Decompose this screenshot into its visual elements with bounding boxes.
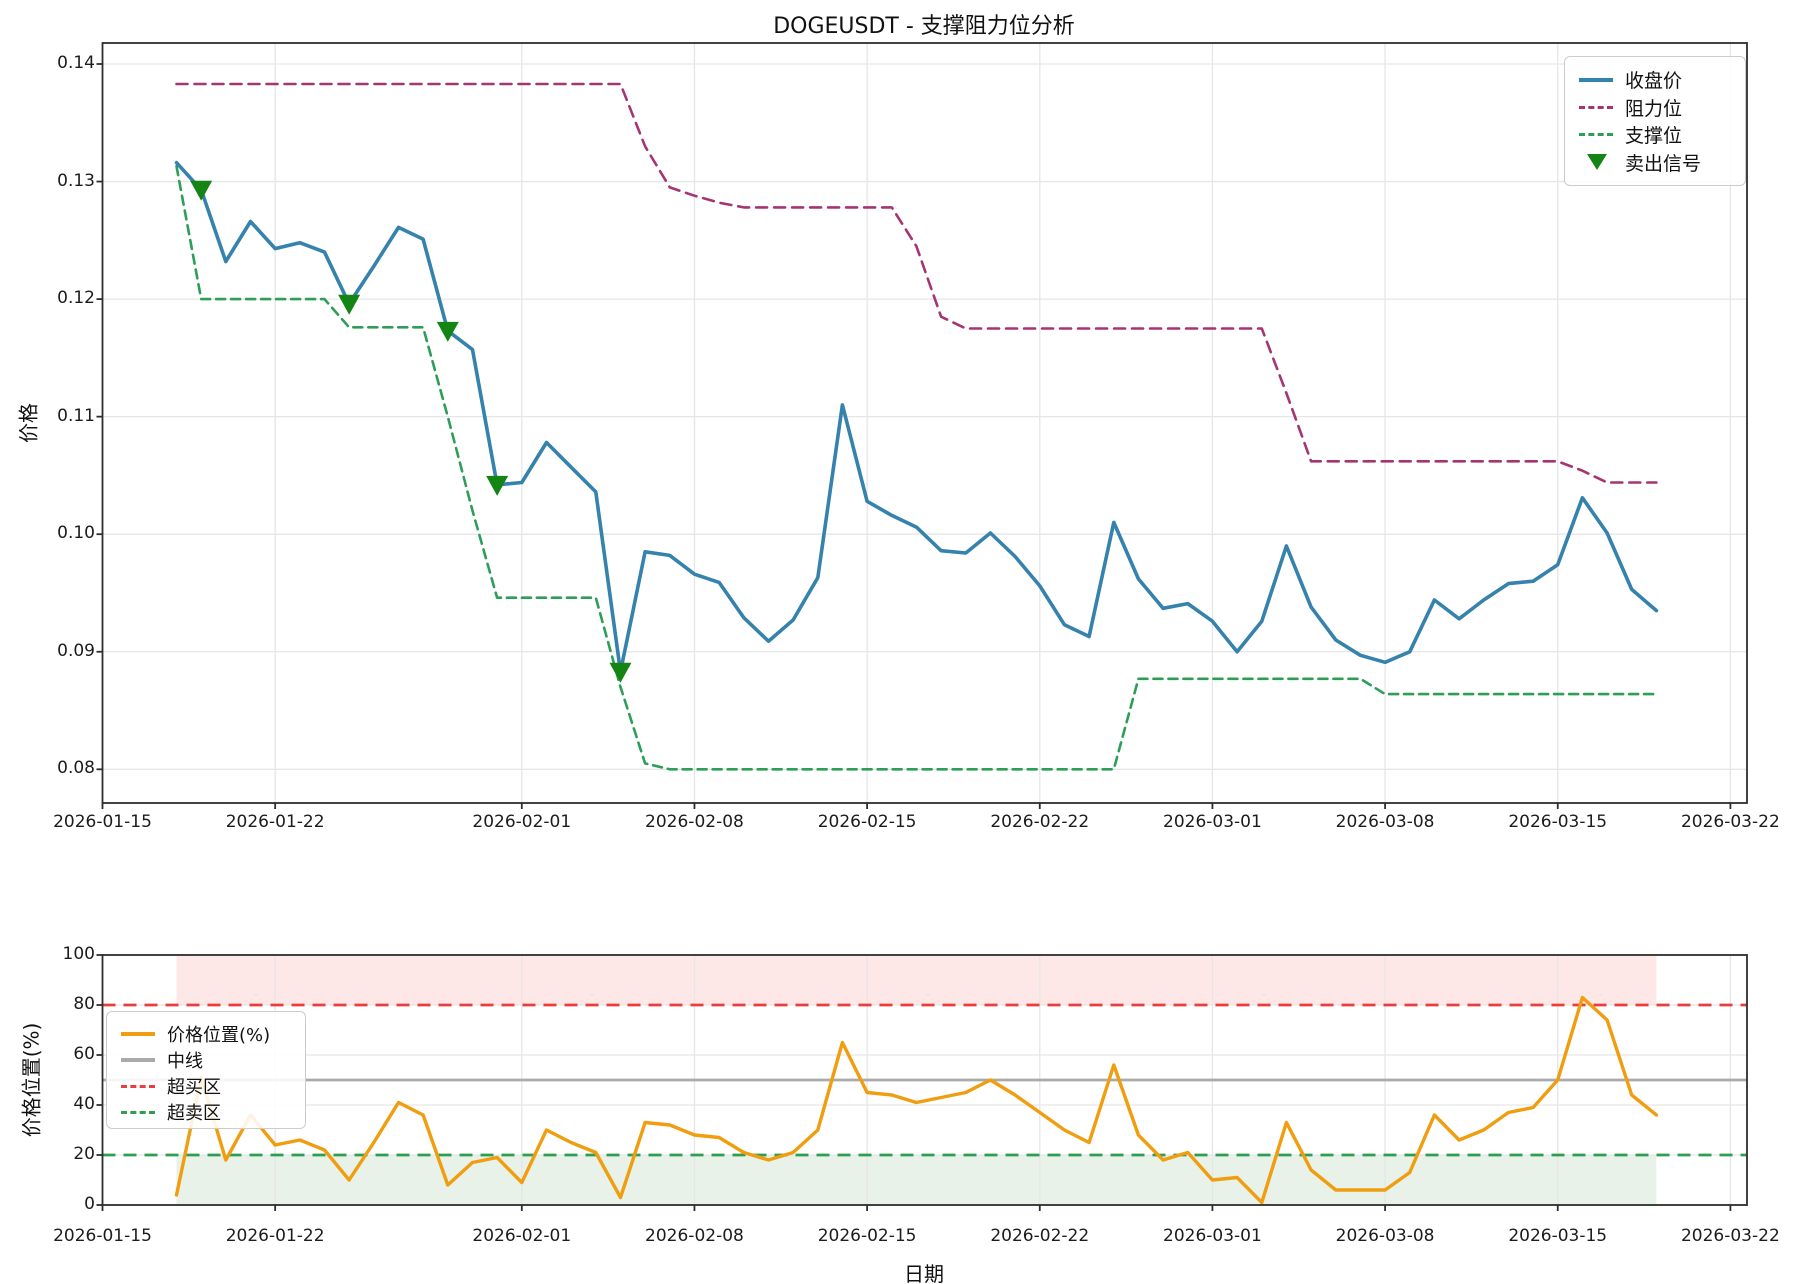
top-y-tick: 0.09 bbox=[57, 640, 95, 661]
legend-item-support: 支撑位 bbox=[1579, 121, 1731, 148]
top-x-tick: 2026-02-15 bbox=[817, 812, 917, 832]
sell-signal-marker bbox=[609, 662, 632, 683]
top-x-tick: 2026-03-08 bbox=[1335, 812, 1435, 832]
bottom-legend: 价格位置(%) 中线 超买区 超卖区 bbox=[106, 1011, 306, 1129]
bottom-y-axis-label: 价格位置(%) bbox=[19, 1022, 44, 1138]
resistance-line-swatch bbox=[1579, 105, 1613, 109]
sell-signal-marker bbox=[436, 321, 459, 342]
bottom-y-tick: 40 bbox=[73, 1094, 95, 1114]
legend-item-close: 收盘价 bbox=[1579, 66, 1731, 93]
bottom-y-tick: 20 bbox=[73, 1144, 95, 1164]
x-axis-label: 日期 bbox=[904, 1262, 944, 1284]
top-x-tick: 2026-03-01 bbox=[1163, 812, 1262, 832]
close-line-swatch bbox=[1579, 77, 1613, 82]
sell-signal-marker bbox=[486, 475, 509, 496]
top-legend: 收盘价 阻力位 支撑位 卖出信号 bbox=[1564, 56, 1746, 186]
sell-signal-marker bbox=[190, 180, 213, 201]
bottom-x-tick: 2026-01-15 bbox=[53, 1226, 152, 1246]
top-y-tick: 0.08 bbox=[57, 758, 95, 779]
top-y-tick: 0.13 bbox=[57, 170, 95, 191]
top-x-tick: 2026-02-08 bbox=[645, 812, 744, 832]
bottom-x-tick: 2026-01-22 bbox=[225, 1226, 325, 1246]
support-line-swatch bbox=[1579, 133, 1613, 137]
top-y-tick: 0.14 bbox=[57, 53, 95, 73]
bottom-x-tick: 2026-02-01 bbox=[472, 1226, 572, 1246]
top-y-tick: 0.12 bbox=[57, 288, 95, 309]
overbought-band bbox=[176, 955, 1657, 1005]
resistance-line bbox=[175, 82, 1658, 484]
sell-signal-marker bbox=[338, 294, 361, 315]
legend-item-position: 价格位置(%) bbox=[121, 1021, 291, 1047]
bottom-x-tick: 2026-03-15 bbox=[1508, 1226, 1608, 1246]
top-x-tick: 2026-02-22 bbox=[990, 812, 1090, 832]
bottom-x-tick: 2026-03-22 bbox=[1680, 1226, 1780, 1246]
bottom-x-tick: 2026-02-15 bbox=[817, 1226, 917, 1246]
sell-triangle-icon bbox=[1587, 154, 1607, 171]
oversold-band bbox=[176, 1155, 1657, 1205]
overbought-line-swatch bbox=[121, 1084, 155, 1088]
legend-item-sell-signal: 卖出信号 bbox=[1579, 149, 1731, 176]
bottom-x-tick: 2026-03-01 bbox=[1163, 1226, 1262, 1246]
legend-item-resistance: 阻力位 bbox=[1579, 94, 1731, 121]
bottom-x-tick: 2026-02-22 bbox=[990, 1226, 1090, 1246]
top-y-tick: 0.10 bbox=[57, 523, 95, 544]
top-x-tick: 2026-02-01 bbox=[472, 812, 572, 832]
bottom-y-tick: 0 bbox=[84, 1194, 95, 1214]
top-x-tick: 2026-01-15 bbox=[53, 812, 152, 832]
price-position-line bbox=[174, 995, 1659, 1205]
oversold-line-swatch bbox=[121, 1110, 155, 1114]
top-x-tick: 2026-01-22 bbox=[225, 812, 325, 832]
bottom-y-tick: 100 bbox=[62, 944, 95, 964]
bottom-y-tick: 80 bbox=[73, 994, 95, 1014]
support-line bbox=[175, 165, 1658, 771]
bottom-x-tick: 2026-03-08 bbox=[1335, 1226, 1435, 1246]
midline-swatch bbox=[121, 1058, 155, 1062]
top-x-tick: 2026-03-22 bbox=[1680, 812, 1780, 832]
bottom-x-tick: 2026-02-08 bbox=[645, 1226, 744, 1246]
legend-item-oversold: 超卖区 bbox=[121, 1099, 291, 1125]
close-price-line bbox=[174, 160, 1659, 674]
legend-item-overbought: 超买区 bbox=[121, 1073, 291, 1099]
top-y-tick: 0.11 bbox=[57, 405, 95, 426]
bottom-y-tick: 60 bbox=[73, 1044, 95, 1064]
top-x-tick: 2026-03-15 bbox=[1508, 812, 1608, 832]
chart-title: DOGEUSDT - 支撑阻力位分析 bbox=[773, 14, 1075, 39]
position-line-swatch bbox=[121, 1032, 155, 1036]
legend-item-midline: 中线 bbox=[121, 1047, 291, 1073]
